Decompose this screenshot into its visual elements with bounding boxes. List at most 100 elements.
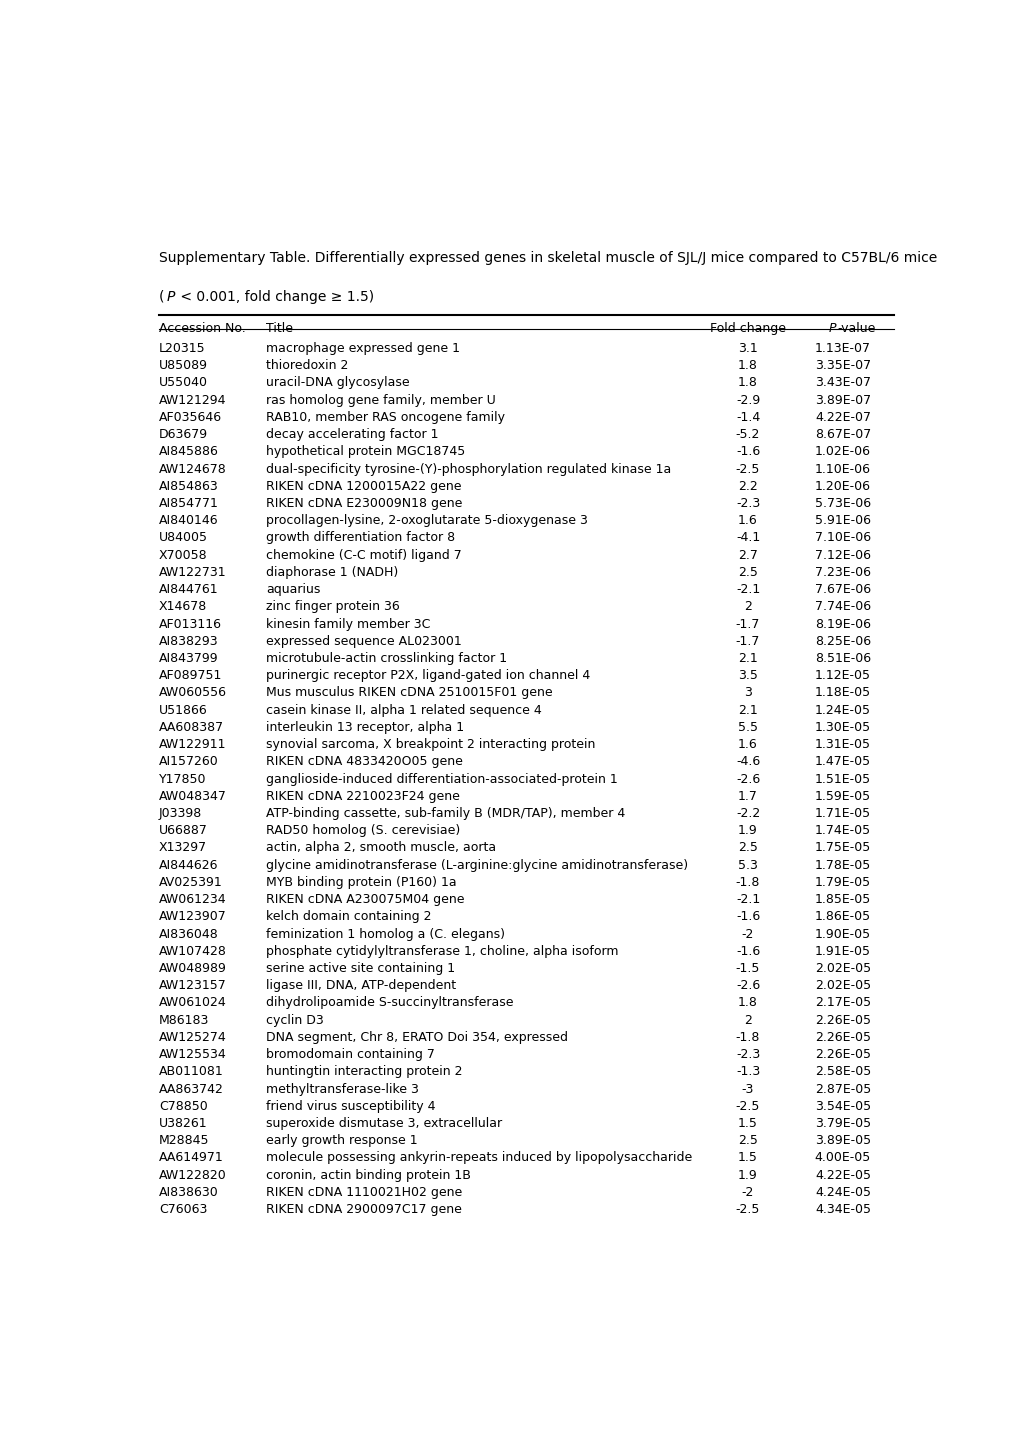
Text: -2.2: -2.2 — [735, 807, 759, 820]
Text: AF035646: AF035646 — [159, 411, 222, 424]
Text: 4.34E-05: 4.34E-05 — [814, 1203, 870, 1216]
Text: -3: -3 — [741, 1082, 753, 1095]
Text: RIKEN cDNA 2210023F24 gene: RIKEN cDNA 2210023F24 gene — [266, 789, 460, 802]
Text: huntingtin interacting protein 2: huntingtin interacting protein 2 — [266, 1065, 462, 1078]
Text: U55040: U55040 — [159, 377, 208, 390]
Text: 2.26E-05: 2.26E-05 — [814, 1048, 870, 1061]
Text: X14678: X14678 — [159, 600, 207, 613]
Text: -2.1: -2.1 — [735, 583, 759, 596]
Text: P: P — [166, 290, 174, 304]
Text: bromodomain containing 7: bromodomain containing 7 — [266, 1048, 434, 1061]
Text: 4.00E-05: 4.00E-05 — [814, 1152, 870, 1165]
Text: growth differentiation factor 8: growth differentiation factor 8 — [266, 531, 454, 544]
Text: 1.8: 1.8 — [738, 377, 757, 390]
Text: AW123907: AW123907 — [159, 911, 226, 924]
Text: RIKEN cDNA E230009N18 gene: RIKEN cDNA E230009N18 gene — [266, 496, 462, 509]
Text: -1.6: -1.6 — [735, 446, 759, 459]
Text: M28845: M28845 — [159, 1134, 210, 1147]
Text: cyclin D3: cyclin D3 — [266, 1014, 323, 1027]
Text: RAD50 homolog (S. cerevisiae): RAD50 homolog (S. cerevisiae) — [266, 824, 460, 837]
Text: decay accelerating factor 1: decay accelerating factor 1 — [266, 429, 438, 442]
Text: -4.6: -4.6 — [735, 755, 759, 768]
Text: 1.18E-05: 1.18E-05 — [814, 687, 870, 700]
Text: 1.10E-06: 1.10E-06 — [814, 463, 870, 476]
Text: 7.67E-06: 7.67E-06 — [814, 583, 870, 596]
Text: 3.43E-07: 3.43E-07 — [814, 377, 870, 390]
Text: purinergic receptor P2X, ligand-gated ion channel 4: purinergic receptor P2X, ligand-gated io… — [266, 670, 590, 683]
Text: casein kinase II, alpha 1 related sequence 4: casein kinase II, alpha 1 related sequen… — [266, 704, 541, 717]
Text: 1.59E-05: 1.59E-05 — [814, 789, 870, 802]
Text: Title: Title — [266, 322, 292, 335]
Text: 2.1: 2.1 — [738, 652, 757, 665]
Text: AW124678: AW124678 — [159, 463, 226, 476]
Text: AF013116: AF013116 — [159, 618, 222, 631]
Text: -1.6: -1.6 — [735, 911, 759, 924]
Text: -2.5: -2.5 — [735, 1203, 759, 1216]
Text: AA863742: AA863742 — [159, 1082, 224, 1095]
Text: 2.58E-05: 2.58E-05 — [814, 1065, 870, 1078]
Text: glycine amidinotransferase (L-arginine:glycine amidinotransferase): glycine amidinotransferase (L-arginine:g… — [266, 859, 687, 872]
Text: 2.5: 2.5 — [738, 1134, 757, 1147]
Text: expressed sequence AL023001: expressed sequence AL023001 — [266, 635, 462, 648]
Text: C78850: C78850 — [159, 1100, 208, 1113]
Text: AW125534: AW125534 — [159, 1048, 226, 1061]
Text: -1.6: -1.6 — [735, 945, 759, 958]
Text: C76063: C76063 — [159, 1203, 207, 1216]
Text: 1.6: 1.6 — [738, 739, 757, 752]
Text: AI838630: AI838630 — [159, 1186, 219, 1199]
Text: -2: -2 — [741, 928, 753, 941]
Text: 1.86E-05: 1.86E-05 — [814, 911, 870, 924]
Text: Fold change: Fold change — [709, 322, 786, 335]
Text: 7.10E-06: 7.10E-06 — [814, 531, 870, 544]
Text: 2.7: 2.7 — [738, 548, 757, 561]
Text: AA614971: AA614971 — [159, 1152, 223, 1165]
Text: serine active site containing 1: serine active site containing 1 — [266, 962, 454, 975]
Text: 1.47E-05: 1.47E-05 — [814, 755, 870, 768]
Text: 1.6: 1.6 — [738, 514, 757, 527]
Text: AW122820: AW122820 — [159, 1169, 226, 1182]
Text: 3.35E-07: 3.35E-07 — [814, 359, 870, 372]
Text: Mus musculus RIKEN cDNA 2510015F01 gene: Mus musculus RIKEN cDNA 2510015F01 gene — [266, 687, 552, 700]
Text: AW107428: AW107428 — [159, 945, 227, 958]
Text: 1.5: 1.5 — [738, 1152, 757, 1165]
Text: AW121294: AW121294 — [159, 394, 226, 407]
Text: AW122731: AW122731 — [159, 566, 226, 579]
Text: 1.74E-05: 1.74E-05 — [814, 824, 870, 837]
Text: AW125274: AW125274 — [159, 1030, 226, 1043]
Text: Accession No.: Accession No. — [159, 322, 246, 335]
Text: -2.1: -2.1 — [735, 893, 759, 906]
Text: 1.8: 1.8 — [738, 997, 757, 1010]
Text: 1.90E-05: 1.90E-05 — [814, 928, 870, 941]
Text: 1.12E-05: 1.12E-05 — [814, 670, 870, 683]
Text: P: P — [827, 322, 836, 335]
Text: 2.5: 2.5 — [738, 841, 757, 854]
Text: -2.6: -2.6 — [735, 772, 759, 785]
Text: 8.51E-06: 8.51E-06 — [814, 652, 870, 665]
Text: AI838293: AI838293 — [159, 635, 218, 648]
Text: 1.75E-05: 1.75E-05 — [814, 841, 870, 854]
Text: AI844761: AI844761 — [159, 583, 218, 596]
Text: RIKEN cDNA 1200015A22 gene: RIKEN cDNA 1200015A22 gene — [266, 481, 461, 494]
Text: 3.89E-05: 3.89E-05 — [814, 1134, 870, 1147]
Text: thioredoxin 2: thioredoxin 2 — [266, 359, 347, 372]
Text: AI854863: AI854863 — [159, 481, 219, 494]
Text: 2.2: 2.2 — [738, 481, 757, 494]
Text: -2.5: -2.5 — [735, 463, 759, 476]
Text: Supplementary Table. Differentially expressed genes in skeletal muscle of SJL/J : Supplementary Table. Differentially expr… — [159, 251, 936, 266]
Text: AB011081: AB011081 — [159, 1065, 223, 1078]
Text: 7.74E-06: 7.74E-06 — [814, 600, 870, 613]
Text: 8.19E-06: 8.19E-06 — [814, 618, 870, 631]
Text: microtubule-actin crosslinking factor 1: microtubule-actin crosslinking factor 1 — [266, 652, 506, 665]
Text: AI854771: AI854771 — [159, 496, 219, 509]
Text: RIKEN cDNA 4833420O05 gene: RIKEN cDNA 4833420O05 gene — [266, 755, 463, 768]
Text: J03398: J03398 — [159, 807, 202, 820]
Text: kinesin family member 3C: kinesin family member 3C — [266, 618, 430, 631]
Text: D63679: D63679 — [159, 429, 208, 442]
Text: uracil-DNA glycosylase: uracil-DNA glycosylase — [266, 377, 409, 390]
Text: aquarius: aquarius — [266, 583, 320, 596]
Text: -2.3: -2.3 — [735, 1048, 759, 1061]
Text: dihydrolipoamide S-succinyltransferase: dihydrolipoamide S-succinyltransferase — [266, 997, 513, 1010]
Text: Y17850: Y17850 — [159, 772, 207, 785]
Text: actin, alpha 2, smooth muscle, aorta: actin, alpha 2, smooth muscle, aorta — [266, 841, 495, 854]
Text: phosphate cytidylyltransferase 1, choline, alpha isoform: phosphate cytidylyltransferase 1, cholin… — [266, 945, 618, 958]
